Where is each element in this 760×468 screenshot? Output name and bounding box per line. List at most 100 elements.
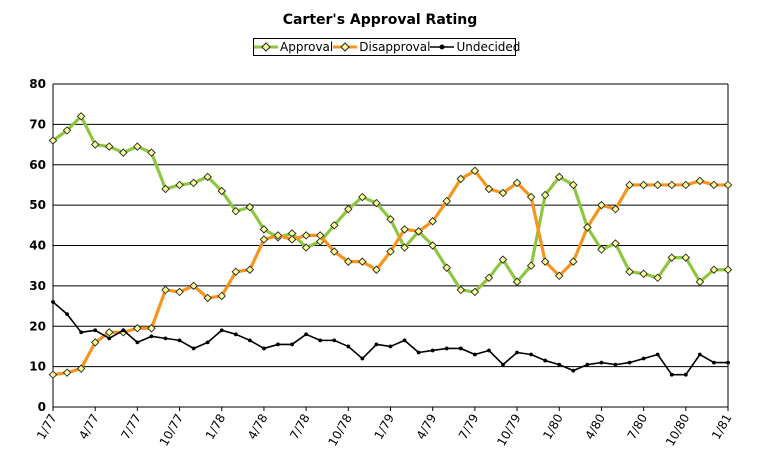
x-tick-label: 4/78 (245, 412, 271, 442)
data-point-undecided (416, 350, 421, 355)
legend-swatch-undecided (430, 42, 455, 52)
data-point-undecided (262, 346, 266, 351)
data-point-disapproval (301, 231, 311, 240)
data-point-approval (175, 180, 184, 190)
data-point-disapproval (76, 364, 86, 373)
x-tick-label: 10/78 (325, 412, 354, 449)
x-tick-label: 7/80 (625, 412, 651, 442)
data-point-undecided (163, 336, 168, 341)
x-tick-label: 1/77 (34, 412, 60, 442)
data-point-disapproval (330, 247, 339, 256)
data-point-approval (119, 148, 128, 157)
data-point-disapproval (653, 180, 662, 190)
data-point-undecided (332, 338, 337, 343)
data-point-undecided (669, 372, 674, 377)
data-point-approval (709, 265, 719, 274)
data-point-disapproval (470, 166, 480, 176)
data-point-approval (625, 267, 634, 276)
data-point-undecided (599, 360, 604, 365)
data-point-undecided (374, 342, 379, 347)
data-point-disapproval (217, 291, 226, 301)
data-point-undecided (318, 338, 323, 343)
data-point-approval (484, 273, 494, 283)
data-point-undecided (712, 360, 716, 365)
data-point-disapproval (667, 180, 676, 190)
data-point-undecided (65, 312, 69, 317)
data-point-disapproval (569, 257, 578, 266)
data-point-undecided (430, 348, 435, 353)
data-point-approval (133, 142, 142, 151)
data-point-undecided (515, 350, 519, 355)
data-point-disapproval (625, 180, 634, 190)
data-point-approval (48, 136, 58, 145)
data-point-undecided (683, 372, 688, 377)
data-point-approval (681, 253, 691, 262)
x-tick-label: 7/78 (287, 412, 313, 442)
data-point-approval (105, 142, 114, 151)
data-point-disapproval (90, 338, 100, 347)
data-point-undecided (571, 368, 576, 373)
y-tick-label: 0 (38, 400, 46, 414)
data-point-undecided (402, 338, 407, 343)
data-point-disapproval (231, 267, 241, 276)
data-point-approval (639, 269, 648, 278)
data-point-disapproval (512, 178, 522, 188)
data-point-disapproval (273, 231, 283, 240)
data-point-undecided (444, 346, 449, 351)
legend-label-disapproval: Disapproval (359, 40, 431, 54)
data-point-disapproval (259, 235, 269, 244)
data-point-undecided (191, 346, 196, 351)
data-point-disapproval (287, 235, 297, 244)
data-point-approval (330, 221, 339, 230)
data-point-approval (456, 285, 466, 295)
data-point-disapproval (526, 192, 536, 202)
data-point-disapproval (400, 225, 409, 234)
data-point-approval (540, 190, 550, 200)
x-tick-label: 7/77 (118, 412, 144, 442)
data-point-undecided (697, 352, 702, 357)
data-point-approval (723, 265, 733, 274)
x-tick-label: 1/80 (540, 412, 566, 442)
legend-label-approval: Approval (280, 40, 334, 54)
data-point-approval (386, 215, 395, 224)
data-point-undecided (276, 342, 280, 347)
data-point-disapproval (62, 368, 72, 377)
y-tick-label: 10 (29, 360, 46, 374)
data-point-approval (653, 273, 662, 283)
x-tick-label: 4/79 (414, 412, 440, 442)
y-tick-label: 40 (29, 239, 46, 253)
data-point-undecided (93, 328, 98, 333)
data-point-approval (231, 206, 241, 216)
data-point-undecided (501, 362, 505, 367)
data-point-undecided (613, 362, 618, 367)
data-point-undecided (543, 358, 548, 363)
data-point-approval (611, 239, 620, 248)
data-point-disapproval (358, 257, 367, 266)
data-point-disapproval (597, 200, 606, 210)
data-point-undecided (233, 332, 238, 337)
data-point-disapproval (723, 180, 733, 190)
data-point-undecided (51, 300, 55, 304)
y-tick-label: 60 (29, 158, 46, 172)
data-point-approval (597, 245, 606, 254)
data-point-approval (161, 184, 170, 194)
data-point-approval (512, 277, 522, 287)
data-point-approval (217, 186, 226, 196)
x-tick-label: 7/79 (456, 412, 482, 442)
data-point-disapproval (540, 257, 550, 266)
y-tick-label: 80 (29, 77, 46, 91)
data-point-disapproval (133, 324, 142, 333)
data-point-undecided (107, 336, 112, 341)
data-point-approval (400, 243, 409, 252)
data-point-disapproval (611, 204, 620, 214)
data-point-disapproval (203, 293, 212, 303)
data-point-disapproval (583, 223, 592, 232)
data-point-undecided (627, 360, 632, 365)
data-point-approval (203, 172, 212, 182)
data-point-approval (147, 148, 156, 157)
data-point-approval (569, 180, 578, 190)
data-point-approval (358, 192, 367, 202)
data-point-approval (555, 172, 564, 182)
data-point-approval (498, 255, 508, 264)
x-tick-label: 4/77 (76, 412, 102, 442)
